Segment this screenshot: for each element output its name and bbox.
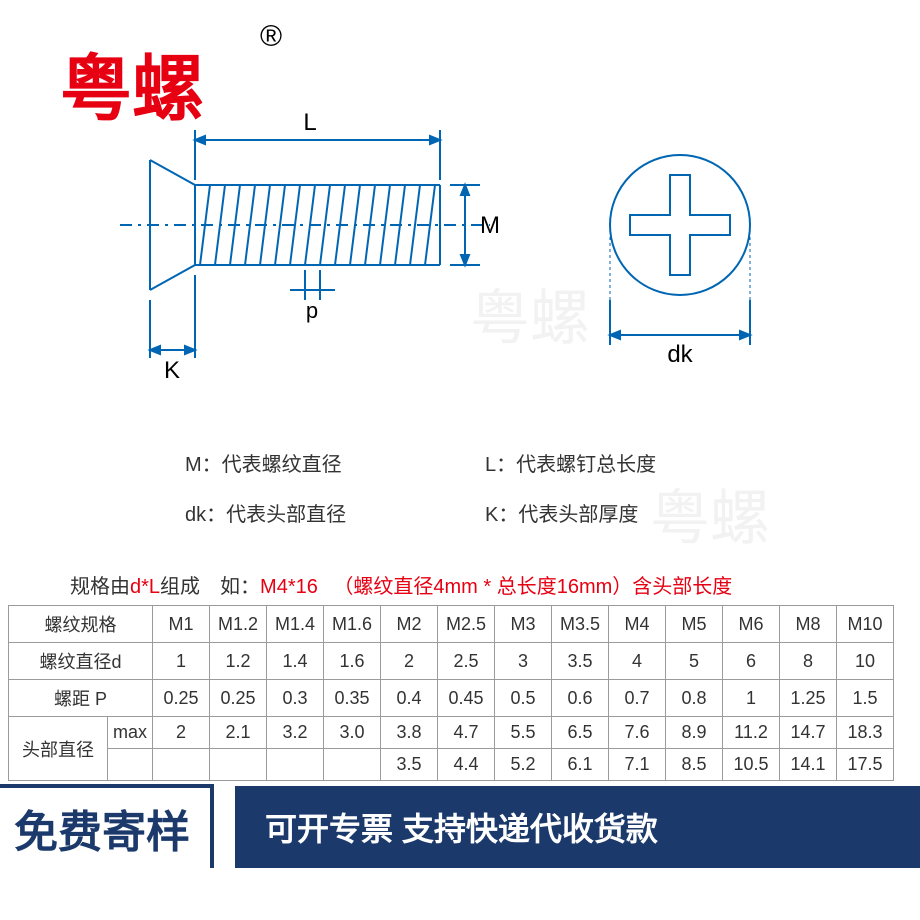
table-row: 头部直径 max 22.13.23.03.84.75.56.57.68.911.… — [9, 717, 894, 749]
label-dk: dk — [667, 341, 693, 368]
label-L: L — [303, 109, 316, 136]
legend-M: M：代表螺纹直径 — [185, 440, 405, 490]
table-row: 3.54.45.26.17.18.510.514.117.5 — [9, 749, 894, 781]
banner-left: 免费寄样 — [0, 784, 214, 868]
legend: M：代表螺纹直径 L：代表螺钉总长度 dk：代表头部直径 K：代表头部厚度 — [185, 440, 705, 540]
legend-K: K：代表头部厚度 — [485, 490, 705, 540]
table-row: 螺纹规格 M1M1.2M1.4M1.6M2M2.5M3M3.5M4M5M6M8M… — [9, 606, 894, 643]
screw-diagram: L — [80, 100, 840, 400]
legend-L: L：代表螺钉总长度 — [485, 440, 705, 490]
label-M: M — [480, 212, 500, 239]
spec-table: 螺纹规格 M1M1.2M1.4M1.6M2M2.5M3M3.5M4M5M6M8M… — [8, 605, 894, 781]
banner-right: 可开专票 支持快递代收货款 — [235, 786, 920, 868]
spec-description: 规格由d*L组成 如：M4*16 （螺纹直径4mm * 总长度16mm）含头部长… — [70, 570, 732, 599]
label-p: p — [306, 298, 318, 323]
registered-mark: ® — [260, 20, 282, 54]
label-K: K — [164, 357, 180, 384]
legend-dk: dk：代表头部直径 — [185, 490, 405, 540]
table-row: 螺纹直径d 11.21.41.622.533.5456810 — [9, 643, 894, 680]
table-row: 螺距 P 0.250.250.30.350.40.450.50.60.70.81… — [9, 680, 894, 717]
